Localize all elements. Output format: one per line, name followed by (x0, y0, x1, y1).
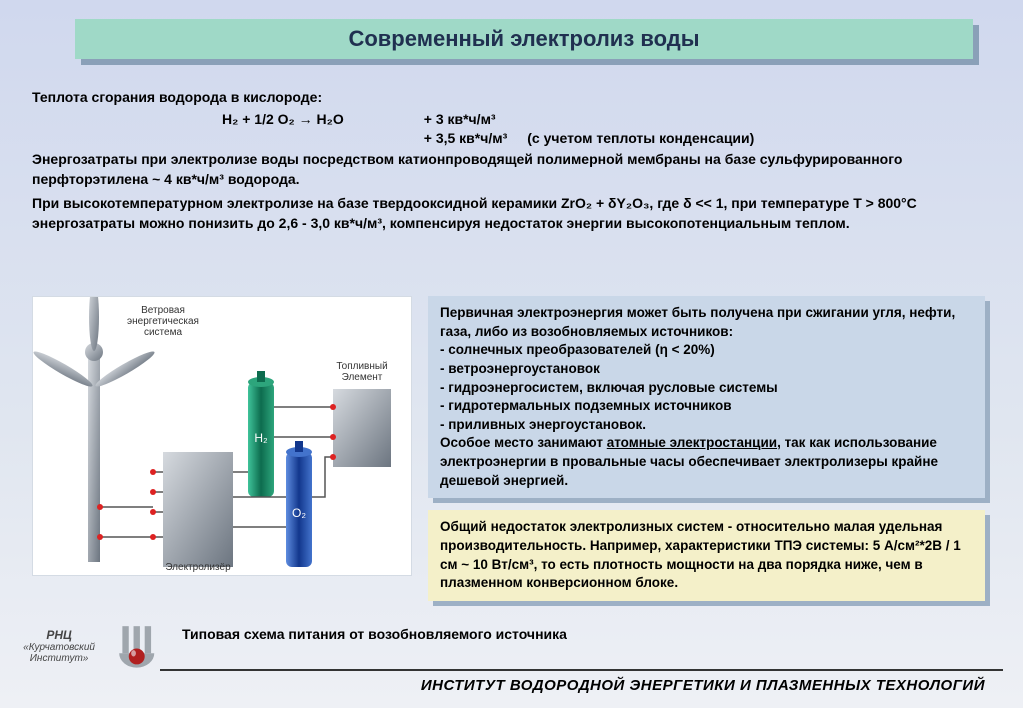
info-box-sources: Первичная электроэнергия может быть полу… (428, 296, 985, 498)
fuelcell-label: Топливный Элемент (331, 361, 393, 383)
title-bar: Современный электролиз воды (75, 19, 973, 59)
box1-item-4: - приливных энергоустановок. (440, 416, 973, 435)
svg-text:O₂: O₂ (292, 506, 306, 520)
logo-icon (116, 619, 156, 674)
logo-text: РНЦ «Курчатовский Институт» (6, 629, 112, 664)
paragraph-1: Энергозатраты при электролизе воды посре… (32, 150, 985, 190)
box2-text: Общий недостаток электролизных систем - … (428, 510, 985, 601)
main-content: Теплота сгорания водорода в кислороде: H… (32, 88, 985, 233)
heat-label: Теплота сгорания водорода в кислороде: (32, 88, 985, 108)
box1-special: Особое место занимают атомные электроста… (440, 434, 973, 490)
formula-row-2: H₂ + 1/2 O₂ → H₂O + 3,5 кв*ч/м³ (с учето… (222, 130, 985, 146)
box1-item-0: - солнечных преобразователей (η < 20%) (440, 341, 973, 360)
energy-2-note: (с учетом теплоты конденсации) (527, 130, 754, 146)
footer: ИНСТИТУТ ВОДОРОДНОЙ ЭНЕРГЕТИКИ И ПЛАЗМЕН… (0, 669, 1023, 694)
info-box-drawback: Общий недостаток электролизных систем - … (428, 510, 985, 601)
box1-intro: Первичная электроэнергия может быть полу… (440, 304, 973, 341)
lower-section: H₂ O₂ (32, 296, 985, 628)
scheme-diagram: H₂ O₂ (32, 296, 412, 576)
box1-item-3: - гидротермальных подземных источников (440, 397, 973, 416)
institute-name: ИНСТИТУТ ВОДОРОДНОЙ ЭНЕРГЕТИКИ И ПЛАЗМЕН… (0, 677, 1023, 694)
box1-item-2: - гидроэнергосистем, включая русловые си… (440, 379, 973, 398)
wind-label: Ветровая энергетическая система (113, 305, 213, 338)
box1-item-1: - ветроэнергоустановок (440, 360, 973, 379)
chem-formula: H₂ + 1/2 O₂ → H₂O (222, 111, 344, 127)
logo-area: РНЦ «Курчатовский Институт» (6, 619, 156, 674)
formula-row-1: H₂ + 1/2 O₂ → H₂O + 3 кв*ч/м³ (222, 111, 985, 127)
svg-text:H₂: H₂ (254, 431, 268, 445)
energy-2: + 3,5 кв*ч/м³ (424, 130, 508, 146)
paragraph-2: При высокотемпературном электролизе на б… (32, 194, 985, 234)
page-title: Современный электролиз воды (348, 26, 699, 52)
energy-1: + 3 кв*ч/м³ (424, 111, 496, 127)
electrolyzer-label: Электролизёр (157, 562, 239, 573)
